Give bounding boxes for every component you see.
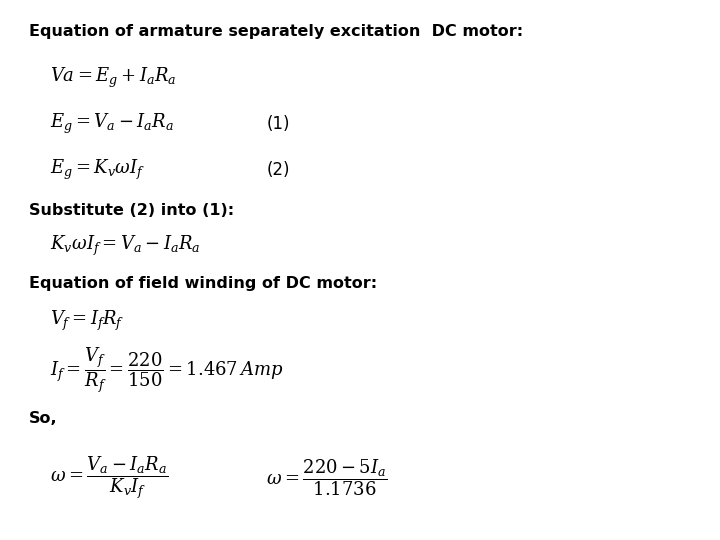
Text: $I_f = \dfrac{V_f}{R_f} = \dfrac{220}{150} = 1.467\,Amp$: $I_f = \dfrac{V_f}{R_f} = \dfrac{220}{15… <box>50 345 284 395</box>
Text: $\omega = \dfrac{V_a - I_a R_a}{K_v I_f}$: $\omega = \dfrac{V_a - I_a R_a}{K_v I_f}… <box>50 455 168 501</box>
Text: $\omega = \dfrac{220 - 5I_a}{1.1736}$: $\omega = \dfrac{220 - 5I_a}{1.1736}$ <box>266 457 388 498</box>
Text: $E_g = V_a - I_a R_a$: $E_g = V_a - I_a R_a$ <box>50 112 174 136</box>
Text: Equation of field winding of DC motor:: Equation of field winding of DC motor: <box>29 276 377 291</box>
Text: $V_f = I_f R_f$: $V_f = I_f R_f$ <box>50 309 125 333</box>
Text: $Va = E_g + I_a R_a$: $Va = E_g + I_a R_a$ <box>50 66 177 90</box>
Text: Substitute (2) into (1):: Substitute (2) into (1): <box>29 203 234 218</box>
Text: $E_g = K_v \omega I_f$: $E_g = K_v \omega I_f$ <box>50 158 145 182</box>
Text: (2): (2) <box>266 161 290 179</box>
Text: So,: So, <box>29 411 58 426</box>
Text: $K_v \omega I_f = V_a - I_a R_a$: $K_v \omega I_f = V_a - I_a R_a$ <box>50 234 201 258</box>
Text: Equation of armature separately excitation  DC motor:: Equation of armature separately excitati… <box>29 24 523 39</box>
Text: (1): (1) <box>266 115 290 133</box>
